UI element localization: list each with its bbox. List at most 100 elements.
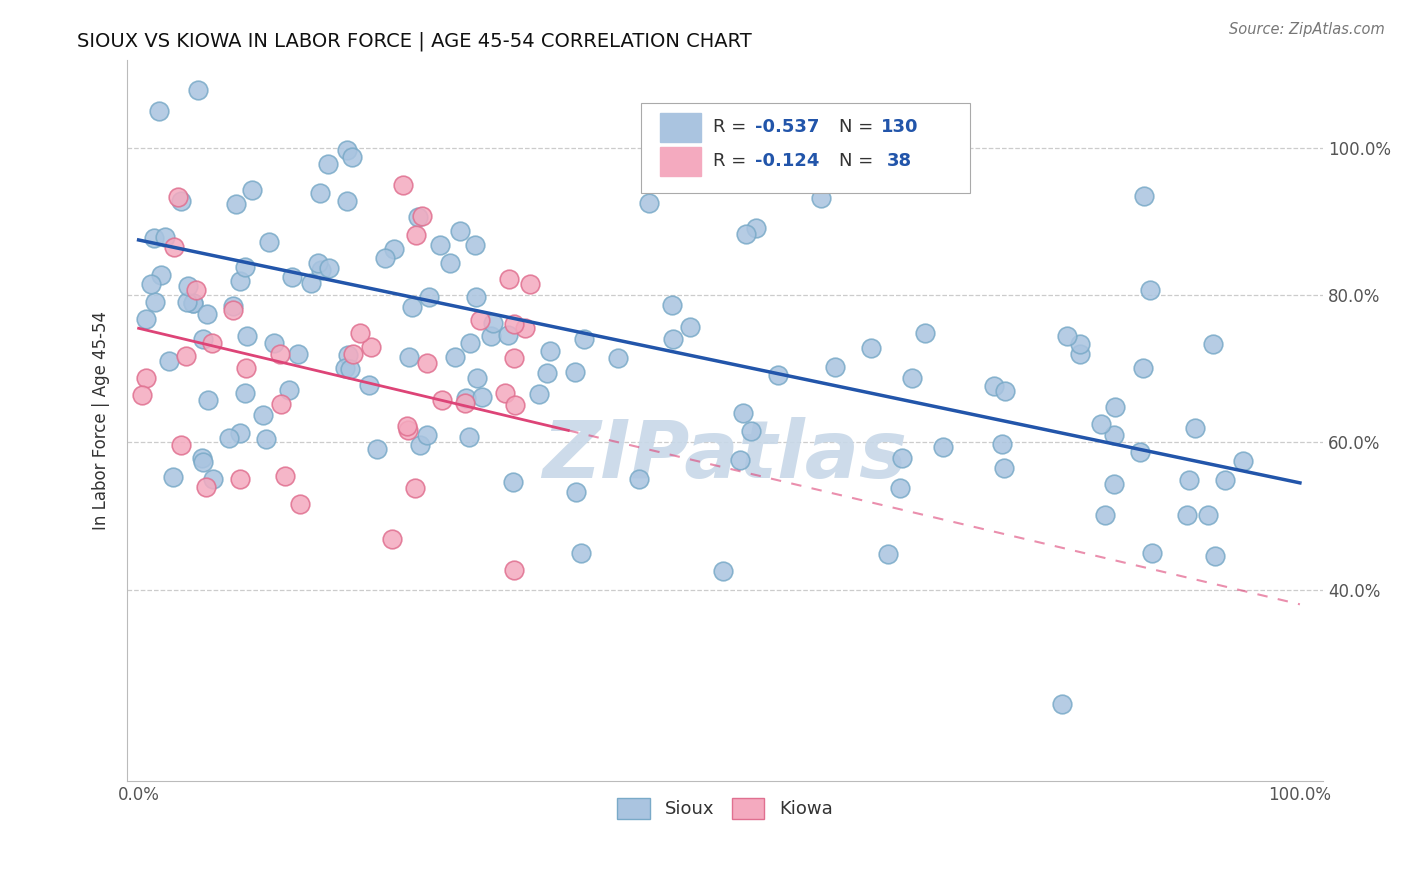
Point <box>396 423 419 437</box>
Point <box>197 393 219 408</box>
Point <box>406 210 429 224</box>
Point <box>336 194 359 208</box>
Point <box>290 497 312 511</box>
Point <box>153 230 176 244</box>
Point <box>1184 420 1206 434</box>
Point <box>444 350 467 364</box>
Point <box>163 240 186 254</box>
Point <box>148 103 170 118</box>
Point <box>823 162 845 177</box>
Point <box>983 379 1005 393</box>
Text: -0.537: -0.537 <box>755 118 820 136</box>
Point <box>162 470 184 484</box>
Text: Source: ZipAtlas.com: Source: ZipAtlas.com <box>1229 22 1385 37</box>
Point <box>502 563 524 577</box>
Point <box>430 392 453 407</box>
Point <box>993 460 1015 475</box>
Point <box>503 398 526 412</box>
Point <box>229 425 252 440</box>
Text: R =: R = <box>713 118 752 136</box>
Text: SIOUX VS KIOWA IN LABOR FORCE | AGE 45-54 CORRELATION CHART: SIOUX VS KIOWA IN LABOR FORCE | AGE 45-5… <box>77 31 752 51</box>
Point <box>299 276 322 290</box>
Point <box>711 564 734 578</box>
Point <box>1069 346 1091 360</box>
Point <box>439 255 461 269</box>
Point <box>416 428 439 442</box>
Point <box>395 418 418 433</box>
Point <box>263 336 285 351</box>
Point <box>1175 508 1198 523</box>
Point <box>409 438 432 452</box>
Point <box>228 472 250 486</box>
Point <box>464 238 486 252</box>
Point <box>269 347 291 361</box>
Legend: Sioux, Kiowa: Sioux, Kiowa <box>610 791 839 826</box>
Point <box>519 277 541 291</box>
Point <box>200 336 222 351</box>
Point <box>470 312 492 326</box>
Point <box>901 370 924 384</box>
Point <box>1139 283 1161 297</box>
Point <box>392 178 415 192</box>
Point <box>398 351 420 365</box>
Y-axis label: In Labor Force | Age 45-54: In Labor Force | Age 45-54 <box>93 310 110 530</box>
Point <box>453 395 475 409</box>
Point <box>187 83 209 97</box>
Text: N =: N = <box>839 118 879 136</box>
Point <box>176 294 198 309</box>
Point <box>564 365 586 379</box>
Point <box>627 472 650 486</box>
Point <box>311 263 333 277</box>
Point <box>257 235 280 249</box>
Point <box>374 251 396 265</box>
Point <box>481 316 503 330</box>
Point <box>728 453 751 467</box>
Point <box>382 242 405 256</box>
Text: 130: 130 <box>880 118 918 136</box>
Point <box>143 231 166 245</box>
Point <box>569 546 592 560</box>
Point <box>679 319 702 334</box>
Point <box>661 298 683 312</box>
Point <box>991 437 1014 451</box>
Point <box>195 307 218 321</box>
Point <box>536 367 558 381</box>
Point <box>891 450 914 465</box>
Point <box>349 326 371 341</box>
Point <box>201 472 224 486</box>
Point <box>458 430 481 444</box>
Point <box>336 144 359 158</box>
Point <box>1177 473 1199 487</box>
Point <box>465 371 488 385</box>
Point <box>465 290 488 304</box>
Point <box>225 196 247 211</box>
Text: ZIPatlas: ZIPatlas <box>543 417 907 495</box>
Point <box>1201 337 1223 351</box>
Point <box>768 368 790 382</box>
Point <box>1102 428 1125 442</box>
Point <box>565 485 588 500</box>
Point <box>1069 337 1091 351</box>
Point <box>404 481 426 495</box>
Point <box>810 191 832 205</box>
Point <box>416 356 439 370</box>
Point <box>287 347 309 361</box>
Point <box>515 321 537 335</box>
Point <box>889 481 911 495</box>
Point <box>1232 454 1254 468</box>
Point <box>859 341 882 355</box>
Point <box>527 387 550 401</box>
Point <box>131 388 153 402</box>
Point <box>218 431 240 445</box>
Point <box>494 385 516 400</box>
Point <box>233 385 256 400</box>
Point <box>252 408 274 422</box>
Point <box>458 336 481 351</box>
Point <box>235 360 257 375</box>
Point <box>824 360 846 375</box>
Point <box>503 318 526 332</box>
Point <box>481 329 503 343</box>
Point <box>135 311 157 326</box>
Point <box>170 438 193 452</box>
Point <box>359 377 381 392</box>
